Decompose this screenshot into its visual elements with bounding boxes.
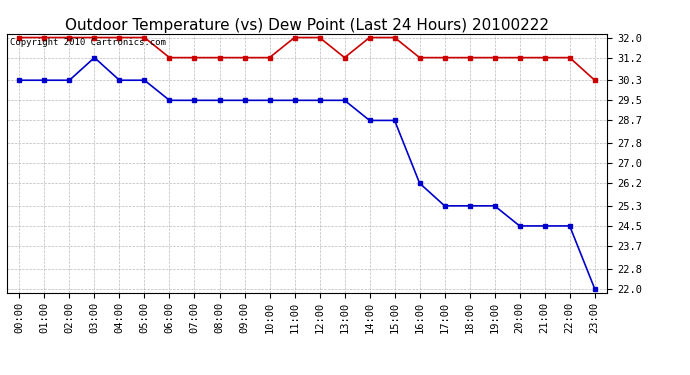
- Title: Outdoor Temperature (vs) Dew Point (Last 24 Hours) 20100222: Outdoor Temperature (vs) Dew Point (Last…: [65, 18, 549, 33]
- Text: Copyright 2010 Cartronics.com: Copyright 2010 Cartronics.com: [10, 38, 166, 46]
